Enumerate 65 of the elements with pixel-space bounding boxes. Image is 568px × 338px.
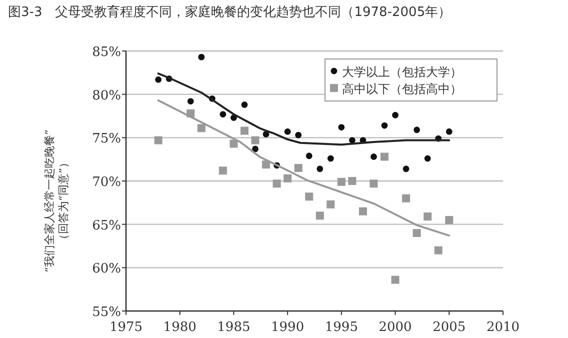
legend-label: 大学以上（包括大学） [342,65,462,79]
point [358,207,367,216]
line-series [157,99,450,237]
point [391,276,400,284]
point [305,192,314,201]
point [272,180,281,188]
legend-label: 高中以下（包括高中） [342,82,462,96]
point [370,180,378,188]
x-tick-label: 2005 [432,320,466,335]
y-tick-label: 70% [92,175,121,190]
point [412,229,421,237]
point [241,102,248,108]
point [295,132,302,138]
point [380,152,389,161]
point [434,246,442,254]
point [370,154,377,160]
point [327,155,334,162]
point [251,136,260,144]
point [338,124,345,130]
point [424,212,432,221]
point [230,140,238,148]
chart-title: 图3-3 父母受教育程度不同，家庭晚餐的变化趋势也不同（1978-2005年） [8,4,452,20]
point [198,54,205,60]
point [402,194,410,202]
point [187,98,194,104]
y-tick-label: 60% [92,262,121,277]
point [349,137,356,144]
point [446,128,452,135]
point [326,200,335,208]
x-tick-label: 2010 [486,320,520,335]
x-tick-label: 1985 [217,320,250,335]
point [220,111,226,118]
point [414,126,420,134]
x-tick-label: 2000 [378,320,412,335]
point [316,212,324,220]
y-tick-label: 80% [92,88,121,104]
point [392,112,398,118]
y-axis-title: “我们全家人经常一起吃晚餐”（回答为“同意”） [43,129,70,273]
x-tick-label: 1980 [163,320,196,335]
point [381,122,388,129]
point [306,152,312,160]
y-tick-label: 85% [92,45,121,60]
point [262,160,270,169]
point [284,128,291,135]
point [294,164,302,172]
y-tick-label: 75% [92,132,121,147]
point [197,124,206,132]
x-tick-label: 1975 [109,320,143,335]
point [252,146,258,152]
point [316,166,324,172]
point [424,155,431,162]
point [402,166,410,172]
point [348,177,356,185]
x-tick-label: 1990 [271,320,304,335]
point [284,174,292,182]
point [445,216,454,224]
x-tick-label: 1995 [324,320,358,335]
point [154,136,162,144]
y-tick-label: 65% [92,218,121,234]
point [218,166,227,175]
point [240,126,248,135]
point [155,76,162,83]
y-tick-label: 55% [92,305,121,320]
point [262,131,270,138]
point [337,178,346,186]
